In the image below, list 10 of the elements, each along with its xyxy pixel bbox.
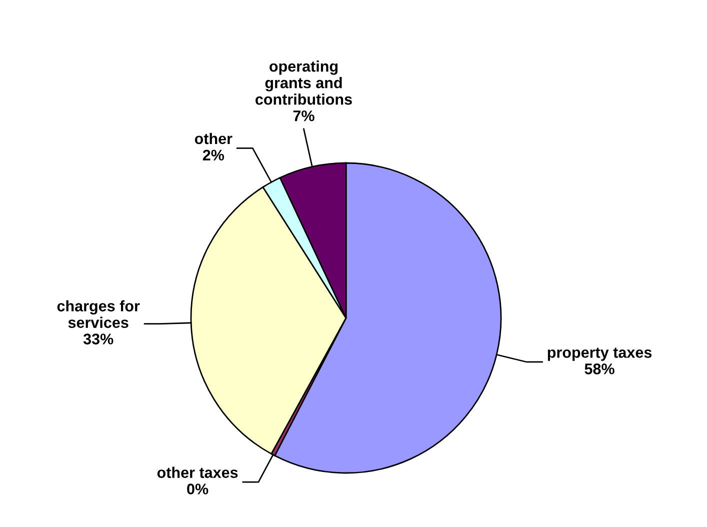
slice-label: other (194, 132, 232, 144)
data-label: 2% (202, 150, 224, 161)
slice-label: property taxes (548, 348, 652, 361)
slice-label: operating grants and contributions (256, 60, 352, 105)
data-label: 7% (293, 110, 314, 122)
data-label: 0% (187, 484, 208, 494)
slice-label: other taxes (157, 466, 238, 478)
slice-label: charges for services (57, 300, 140, 328)
data-label: 33% (83, 334, 114, 344)
data-label: 58% (584, 364, 614, 374)
